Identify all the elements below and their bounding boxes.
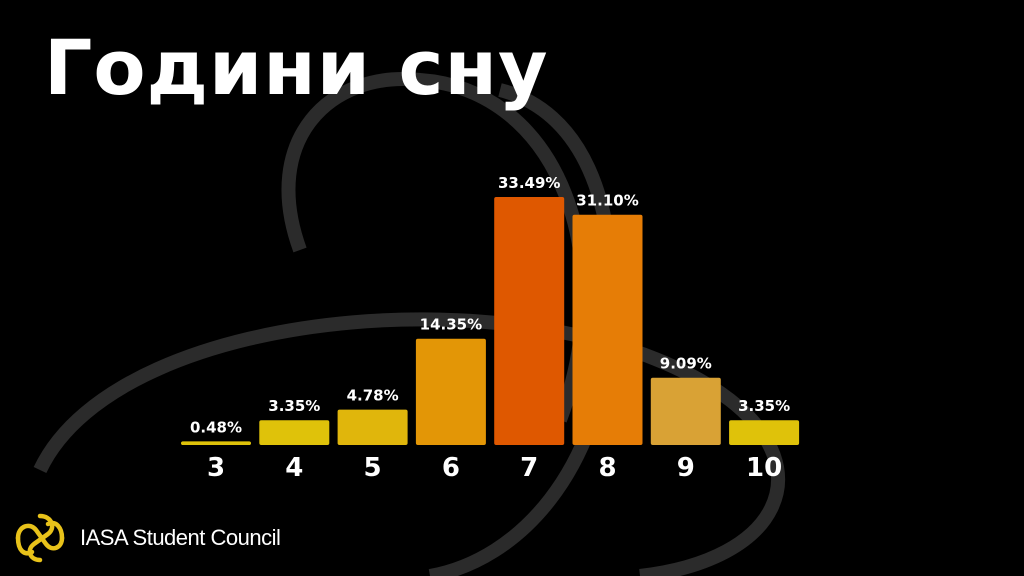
bars-layer (181, 197, 800, 445)
x-tick-label-3: 3 (207, 453, 225, 483)
value-label-6: 14.35% (420, 316, 482, 334)
x-tick-label-8: 8 (598, 453, 616, 483)
x-tick-label-4: 4 (285, 453, 303, 483)
bar-5 (337, 409, 408, 445)
value-label-10: 3.35% (738, 397, 790, 415)
bar-9 (650, 377, 721, 445)
value-label-4: 3.35% (268, 397, 320, 415)
brand-name: IASA Student Council (80, 525, 281, 550)
value-label-3: 0.48% (190, 418, 242, 436)
tick-labels-layer: 3 4 5 6 7 8 9 10 (207, 453, 782, 483)
x-tick-label-10: 10 (746, 453, 782, 483)
value-label-7: 33.49% (498, 174, 560, 192)
page-title: Години сну (44, 23, 549, 112)
bar-4 (259, 420, 330, 445)
x-tick-label-7: 7 (520, 453, 538, 483)
x-tick-label-6: 6 (442, 453, 460, 483)
value-label-5: 4.78% (347, 387, 399, 405)
bar-8 (572, 214, 643, 445)
value-label-8: 31.10% (576, 192, 638, 210)
x-tick-label-9: 9 (677, 453, 695, 483)
x-tick-label-5: 5 (364, 453, 382, 483)
iasa-logo-icon (15, 513, 65, 563)
bar-6 (415, 338, 486, 445)
bar-7 (494, 197, 565, 445)
brand-footer: IASA Student Council (12, 510, 281, 566)
value-labels-layer: 0.48% 3.35% 4.78% 14.35% 33.49% 31.10% 9.09% 3.… (190, 174, 790, 436)
value-label-9: 9.09% (660, 355, 712, 373)
bar-10 (729, 420, 800, 445)
iasa-logo-strokes (15, 513, 65, 563)
bar-3 (181, 441, 251, 445)
